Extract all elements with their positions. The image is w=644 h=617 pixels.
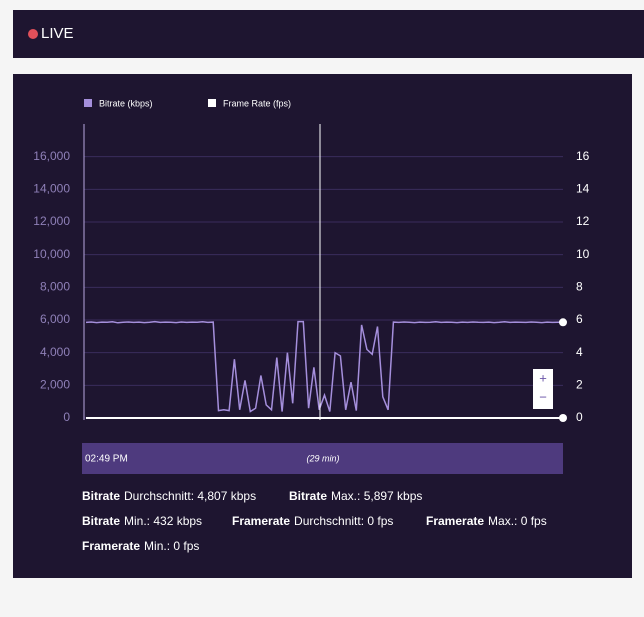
y2-tick-label: 0 [576,410,583,424]
y-tick-label: 10,000 [33,247,70,261]
y-tick-label: 0 [63,410,70,424]
zoom-in[interactable]: + [539,370,547,385]
stat: Framerate Max.: 0 fps [426,514,547,528]
y2-tick-label: 14 [576,182,590,196]
legend-label: Frame Rate (fps) [223,98,291,108]
navigator[interactable] [82,443,563,474]
stat: Framerate Durchschnitt: 0 fps [232,514,393,528]
series-line [85,320,563,413]
y-tick-label: 8,000 [40,280,70,294]
legend-swatch [84,99,92,107]
stat: Bitrate Durchschnitt: 4,807 kbps [82,489,256,503]
stats: Bitrate Durchschnitt: 4,807 kbps Bitrate M… [82,489,547,553]
y2-tick-label: 12 [576,214,590,228]
y2-tick-label: 10 [576,247,590,261]
y-tick-label: 2,000 [40,378,70,392]
y2-tick-label: 2 [576,378,583,392]
zoom-controls: + − [533,369,553,409]
stat: Framerate Min.: 0 fps [82,539,199,553]
panel [13,74,632,578]
stat: Bitrate Min.: 432 kbps [82,514,202,528]
y-tick-label: 16,000 [33,149,70,163]
zoom-box [533,369,553,409]
y-tick-label: 4,000 [40,345,70,359]
plot: 0 2,000 4,000 6,000 8,000 10,000 12,000 14,000 1… [33,98,589,424]
y-tick-label: 14,000 [33,182,70,196]
legend-swatch [208,99,216,107]
live-label: LIVE [41,25,74,42]
navigator-start: 02:49 PM [85,454,128,465]
stat: Bitrate Max.: 5,897 kbps [289,489,422,503]
navigator-duration: (29 min) [306,453,339,463]
y2-tick-label: 8 [576,280,583,294]
y-tick-label: 12,000 [33,214,70,228]
y2-tick-label: 4 [576,345,583,359]
y2-tick-label: 16 [576,149,590,163]
y2-tick-label: 6 [576,312,583,326]
y-tick-label: 6,000 [40,312,70,326]
end-marker [559,414,567,422]
legend-label: Bitrate (kbps) [99,98,153,108]
live-dot [28,29,38,39]
end-marker [559,318,567,327]
top-bar [13,10,644,58]
zoom-out[interactable]: − [539,389,547,404]
